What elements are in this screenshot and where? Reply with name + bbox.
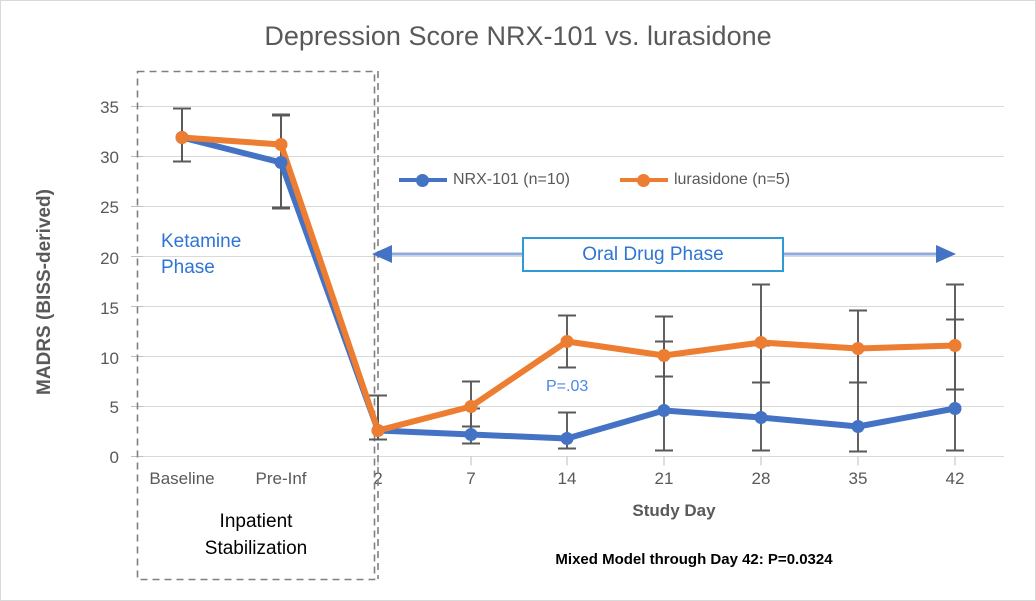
inpatient-stabilization-annotation: Inpatient Stabilization — [137, 509, 375, 562]
oral-drug-phase-label: Oral Drug Phase — [582, 243, 724, 265]
legend-label-lurasidone: lurasidone (n=5) — [673, 171, 791, 188]
chart-title: Depression Score NRX-101 vs. lurasidone — [264, 21, 772, 51]
legend-marker-nrx101 — [399, 173, 447, 187]
y-tick-35: 35 — [100, 98, 119, 117]
x-tick-baseline: Baseline — [149, 469, 215, 488]
x-tick-2: 2 — [373, 469, 383, 488]
x-tick-28: 28 — [751, 469, 771, 488]
oral-drug-phase-arrow — [372, 245, 956, 263]
x-tick-21: 21 — [654, 469, 674, 488]
series-points — [175, 131, 962, 445]
y-tick-25: 25 — [100, 198, 119, 217]
ketamine-phase-line1: Ketamine — [161, 231, 242, 252]
x-tick-35: 35 — [848, 469, 868, 488]
legend-item-nrx101[interactable]: NRX-101 (n=10) — [399, 171, 570, 189]
inpatient-line1: Inpatient — [219, 511, 293, 532]
chart-legend: NRX-101 (n=10) lurasidone (n=5) — [399, 171, 790, 189]
error-bars — [173, 107, 964, 453]
y-tick-15: 15 — [100, 299, 119, 318]
x-tick-pre-inf: Pre-Inf — [255, 469, 307, 488]
legend-marker-lurasidone — [619, 173, 668, 187]
legend-label-nrx101: NRX-101 (n=10) — [453, 171, 570, 188]
oral-drug-phase-annotation: Oral Drug Phase — [522, 237, 784, 272]
x-tick-14: 14 — [557, 469, 577, 488]
mixed-model-annotation: Mixed Model through Day 42: P=0.0324 — [555, 551, 833, 568]
x-tick-42: 42 — [945, 469, 965, 488]
ketamine-phase-line2: Phase — [161, 256, 215, 278]
inpatient-line2: Stabilization — [204, 537, 308, 559]
y-tick-0: 0 — [109, 448, 119, 467]
x-axis-title: Study Day — [632, 501, 716, 520]
y-tick-10: 10 — [100, 349, 119, 368]
x-tick-7: 7 — [466, 469, 476, 488]
inpatient-stabilization-region — [136, 70, 376, 581]
legend-item-lurasidone[interactable]: lurasidone (n=5) — [619, 171, 791, 189]
y-tick-5: 5 — [109, 398, 119, 417]
y-tick-20: 20 — [100, 249, 119, 268]
ketamine-phase-annotation: Ketamine Phase — [161, 229, 241, 280]
y-axis-tick-labels: 35 30 25 20 15 10 5 0 — [37, 1, 119, 600]
y-tick-30: 30 — [100, 148, 119, 167]
x-tick-marks — [377, 456, 956, 466]
p-value-annotation: P=.03 — [546, 378, 589, 395]
